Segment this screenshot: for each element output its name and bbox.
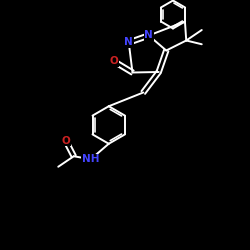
Text: N: N: [144, 30, 153, 40]
Text: O: O: [62, 136, 70, 146]
Text: N: N: [124, 38, 133, 48]
Text: NH: NH: [82, 154, 100, 164]
Text: O: O: [110, 56, 118, 66]
